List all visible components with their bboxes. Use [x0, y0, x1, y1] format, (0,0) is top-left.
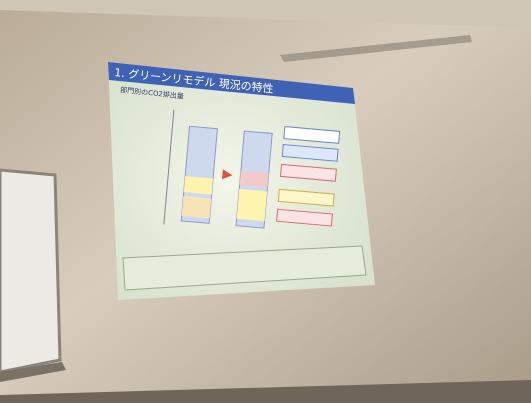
chart-segment: [184, 176, 213, 194]
chart-segment: [240, 171, 269, 187]
chart-segment: [237, 189, 268, 221]
whiteboard: [0, 170, 60, 372]
photo: 1. グリーンリモデル 現況の特性 部門別のCO2排出量: [0, 0, 531, 403]
chart-segment: [182, 196, 212, 218]
page: 1. グリーンリモデル 現況の特性 部門別のCO2排出量 (() => { co…: [0, 0, 531, 403]
